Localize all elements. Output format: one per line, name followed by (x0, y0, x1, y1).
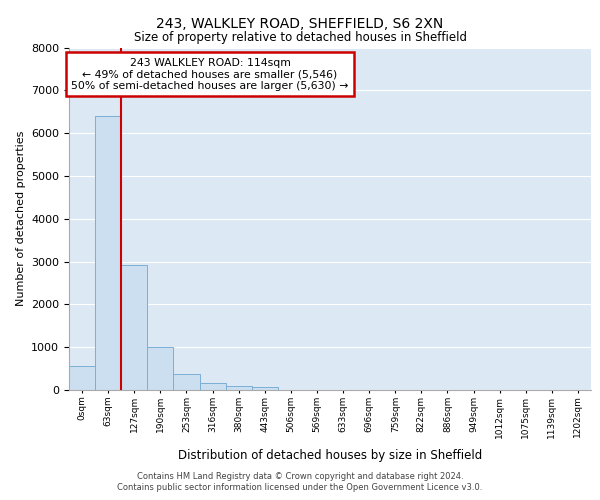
X-axis label: Distribution of detached houses by size in Sheffield: Distribution of detached houses by size … (178, 449, 482, 462)
Text: 243, WALKLEY ROAD, SHEFFIELD, S6 2XN: 243, WALKLEY ROAD, SHEFFIELD, S6 2XN (157, 18, 443, 32)
Bar (95, 116, 121, 390)
Y-axis label: Number of detached properties: Number of detached properties (16, 131, 26, 306)
Bar (121, 264, 148, 390)
Text: 243 WALKLEY ROAD: 114sqm
← 49% of detached houses are smaller (5,546)
50% of sem: 243 WALKLEY ROAD: 114sqm ← 49% of detach… (71, 58, 349, 91)
Bar (252, 386, 278, 390)
Bar (199, 382, 226, 390)
Text: Size of property relative to detached houses in Sheffield: Size of property relative to detached ho… (133, 31, 467, 44)
Bar (226, 386, 252, 390)
Bar (69, 366, 95, 390)
Text: Contains HM Land Registry data © Crown copyright and database right 2024.
Contai: Contains HM Land Registry data © Crown c… (118, 472, 482, 492)
Bar (148, 347, 173, 390)
Bar (173, 374, 199, 390)
